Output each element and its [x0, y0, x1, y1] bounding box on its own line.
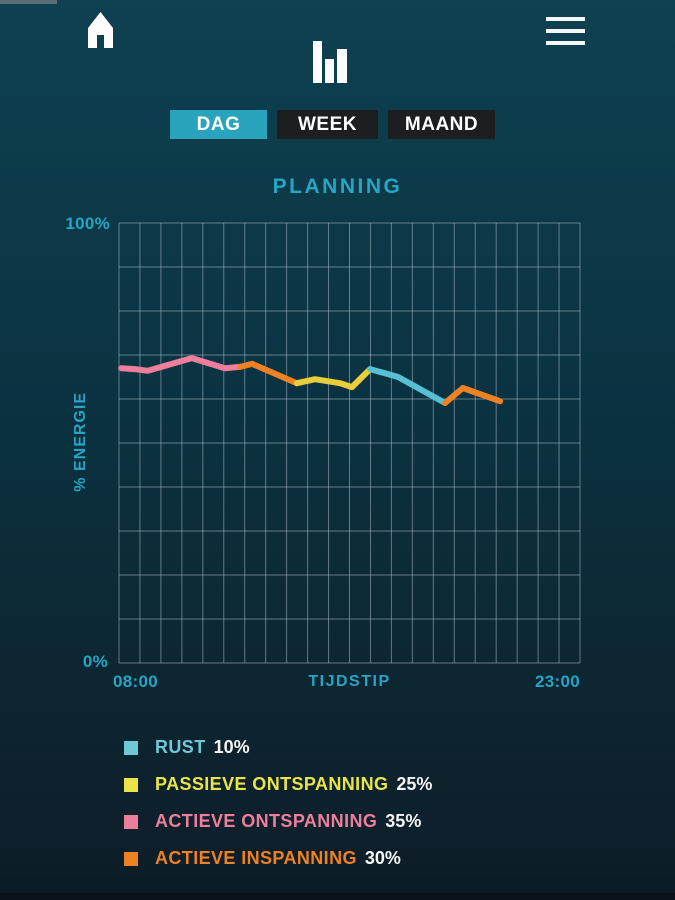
bar-chart-icon: [313, 40, 350, 83]
y-tick-0: 0%: [82, 652, 108, 671]
legend-item-actieve-inspanning: ACTIEVE INSPANNING 30%: [124, 840, 432, 877]
x-axis-label: TIJDSTIP: [308, 673, 391, 690]
bottom-bar: [0, 893, 675, 900]
legend-value: 10%: [213, 737, 250, 757]
statusbar-remnant: [0, 0, 57, 4]
legend-value: 30%: [364, 848, 401, 868]
legend: RUST 10% PASSIEVE ONTSPANNING 25% ACTIEV…: [124, 729, 432, 877]
legend-value: 25%: [396, 774, 433, 794]
planning-line-chart: [118, 222, 581, 664]
legend-item-passieve-ontspanning: PASSIEVE ONTSPANNING 25%: [124, 766, 432, 803]
x-tick-0800: 08:00: [113, 672, 158, 691]
tab-maand[interactable]: MAAND: [388, 110, 495, 139]
legend-item-rust: RUST 10%: [124, 729, 432, 766]
tab-dag[interactable]: DAG: [170, 110, 267, 139]
legend-label: ACTIEVE ONTSPANNING: [155, 811, 378, 831]
home-icon: [88, 12, 113, 48]
menu-button[interactable]: [546, 16, 585, 46]
tab-week[interactable]: WEEK: [277, 110, 378, 139]
x-tick-2300: 23:00: [535, 672, 580, 691]
home-button[interactable]: [88, 12, 113, 48]
legend-label: RUST: [155, 737, 206, 757]
legend-label: ACTIEVE INSPANNING: [155, 848, 357, 868]
legend-value: 35%: [385, 811, 422, 831]
period-tabs: DAG WEEK MAAND: [170, 110, 495, 139]
actieve-ontspanning-color-swatch: [124, 814, 138, 829]
page-title: PLANNING: [272, 175, 403, 198]
actieve-inspanning-color-swatch: [124, 851, 138, 866]
y-axis-label: % ENERGIE: [72, 392, 89, 492]
rust-color-swatch: [124, 740, 138, 755]
legend-label: PASSIEVE ONTSPANNING: [155, 774, 389, 794]
y-tick-100: 100%: [65, 214, 110, 233]
passieve-ontspanning-color-swatch: [124, 777, 138, 792]
hamburger-icon: [546, 17, 585, 45]
legend-item-actieve-ontspanning: ACTIEVE ONTSPANNING 35%: [124, 803, 432, 840]
